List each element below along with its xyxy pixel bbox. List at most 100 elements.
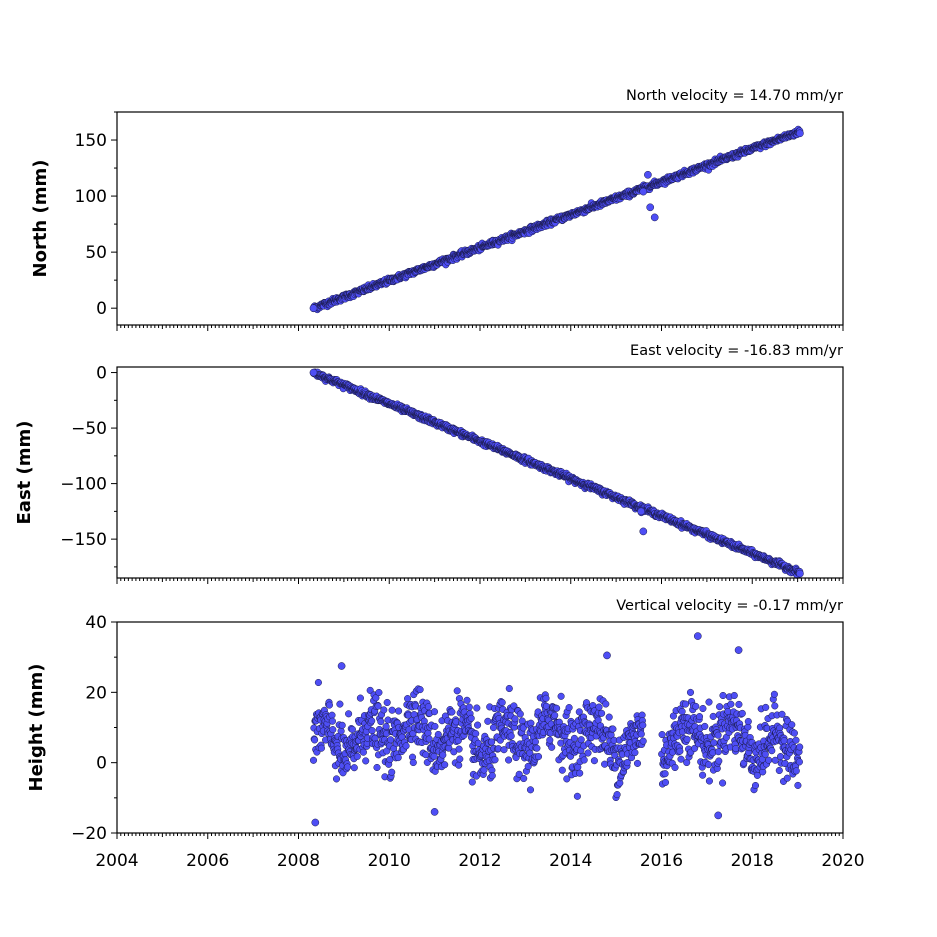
data-point — [765, 756, 773, 764]
data-point — [431, 722, 439, 730]
data-point — [516, 710, 524, 718]
data-point — [336, 700, 344, 708]
north-panel: 0 50 100 150 North (mm) North velocity = 14.7… — [30, 88, 844, 331]
data-point — [498, 698, 506, 707]
data-point — [676, 747, 684, 755]
data-point — [430, 752, 438, 760]
data-point — [489, 724, 498, 732]
y-tick-label: −50 — [71, 419, 107, 439]
y-axis: 0 50 100 150 — [75, 111, 117, 319]
data-point — [595, 703, 603, 711]
data-point — [714, 748, 722, 756]
data-point — [639, 527, 648, 536]
data-point — [577, 736, 585, 744]
data-point — [678, 707, 686, 716]
east-panel: 0 −50 −100 −150 East (mm) East velocity = -16… — [14, 343, 844, 584]
data-point — [455, 761, 463, 769]
data-point — [558, 766, 566, 774]
data-point — [448, 708, 456, 716]
data-point — [598, 709, 606, 717]
data-point — [505, 684, 513, 693]
data-point — [637, 730, 645, 738]
x-axis — [116, 578, 844, 584]
data-point — [309, 756, 318, 764]
data-point — [639, 721, 647, 729]
data-point — [633, 759, 642, 767]
y-tick-label: 100 — [75, 187, 107, 207]
data-point — [751, 781, 760, 790]
data-point — [605, 713, 613, 721]
data-point — [465, 703, 473, 711]
data-point — [714, 811, 723, 820]
data-point — [768, 747, 776, 755]
data-point — [388, 706, 396, 714]
data-point — [374, 702, 382, 710]
data-point — [472, 730, 480, 738]
data-point — [735, 700, 743, 708]
y-axis-label: North (mm) — [30, 160, 51, 278]
y-tick-label: 50 — [85, 243, 107, 263]
y-tick-label: −20 — [71, 824, 107, 844]
x-tick-label: 2014 — [549, 851, 592, 871]
data-point — [646, 203, 655, 212]
data-point — [744, 717, 752, 726]
x-tick-label: 2006 — [186, 851, 229, 871]
data-point — [337, 727, 345, 735]
data-point — [631, 749, 639, 757]
data-point — [727, 700, 735, 708]
data-point — [309, 368, 318, 377]
data-point — [771, 702, 779, 710]
data-point — [780, 737, 788, 745]
x-tick-label: 2020 — [821, 851, 864, 871]
data-point — [546, 736, 554, 744]
y-tick-label: 0 — [96, 754, 107, 774]
data-point — [548, 743, 556, 751]
data-point — [375, 688, 383, 697]
data-point — [468, 778, 476, 786]
data-point — [317, 744, 325, 752]
y-tick-label: 0 — [96, 364, 107, 384]
data-point — [337, 662, 346, 670]
data-point — [699, 704, 707, 713]
data-point — [734, 646, 743, 654]
data-point — [387, 736, 395, 744]
y-tick-label: −150 — [60, 530, 107, 550]
data-points — [309, 125, 804, 314]
velocity-title: East velocity = -16.83 mm/yr — [630, 343, 843, 359]
data-point — [441, 761, 449, 769]
y-tick-label: −100 — [60, 475, 107, 495]
y-tick-label: 0 — [96, 299, 107, 319]
data-point — [416, 686, 424, 694]
data-point — [715, 757, 723, 765]
data-point — [314, 678, 322, 687]
y-tick-label: 40 — [85, 613, 107, 633]
data-point — [681, 700, 690, 708]
y-tick-label: 20 — [85, 683, 107, 703]
data-point — [609, 725, 617, 733]
data-point — [359, 748, 367, 756]
data-point — [325, 701, 333, 709]
data-point — [796, 129, 804, 138]
data-point — [328, 711, 336, 719]
data-point — [395, 707, 403, 715]
x-tick-label: 2016 — [640, 851, 683, 871]
data-point — [488, 738, 496, 746]
data-point — [430, 708, 439, 716]
data-point — [526, 786, 535, 794]
data-point — [693, 632, 702, 640]
data-point — [353, 752, 361, 760]
data-point — [570, 734, 578, 742]
data-point — [719, 691, 727, 700]
data-point — [730, 691, 738, 700]
data-point — [424, 703, 432, 711]
data-point — [311, 818, 320, 827]
data-point — [783, 774, 791, 782]
data-point — [788, 721, 796, 729]
data-point — [311, 736, 319, 744]
x-axis — [116, 325, 844, 331]
data-point — [455, 745, 463, 753]
data-point — [705, 777, 713, 785]
data-point — [709, 712, 717, 720]
data-point — [373, 763, 381, 772]
